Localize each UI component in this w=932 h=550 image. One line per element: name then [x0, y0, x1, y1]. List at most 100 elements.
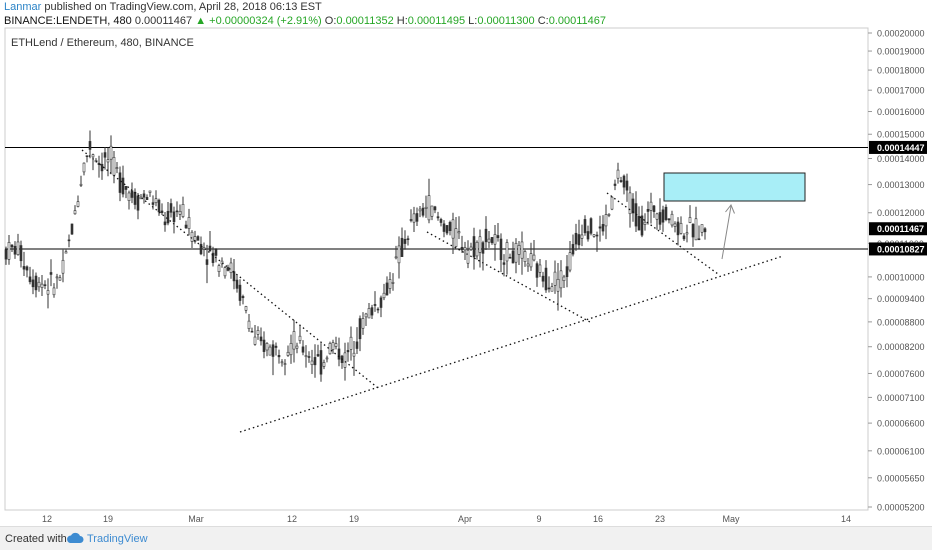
candle-body — [352, 352, 356, 357]
candle-body — [127, 192, 131, 201]
y-tick-label: 0.00010000 — [877, 272, 925, 282]
candle-body — [652, 205, 656, 212]
candle-body — [244, 306, 248, 311]
dotted-trendline[interactable] — [239, 255, 784, 433]
candle-body — [679, 223, 683, 234]
tradingview-brand-link[interactable]: TradingView — [87, 533, 148, 545]
y-tick-label: 0.00015000 — [877, 130, 925, 140]
y-tick-label: 0.00016000 — [877, 107, 925, 117]
candle-body — [655, 213, 659, 220]
candle-body — [316, 354, 320, 357]
candle-body — [187, 217, 191, 229]
x-tick-label: 12 — [42, 514, 52, 524]
candle-body — [91, 154, 95, 158]
candle-body — [616, 169, 620, 179]
candle-body — [598, 226, 602, 229]
x-tick-label: 14 — [841, 514, 851, 524]
candle-body — [661, 209, 665, 223]
candle-body — [166, 210, 170, 224]
candle-body — [349, 336, 353, 350]
candle-body — [154, 198, 158, 203]
candle-body — [307, 356, 311, 358]
candle-body — [292, 331, 296, 350]
candle-body — [499, 238, 503, 261]
y-tick-label: 0.00005650 — [877, 473, 925, 483]
y-tick-label: 0.00018000 — [877, 66, 925, 76]
candle-body — [25, 266, 29, 271]
candle-body — [370, 307, 374, 316]
candle-body — [40, 283, 44, 288]
x-tick-label: 9 — [536, 514, 541, 524]
published-text: published on TradingView.com, April 28, … — [41, 1, 322, 13]
candle-body — [22, 266, 26, 270]
publish-line: Lanmar published on TradingView.com, Apr… — [4, 0, 606, 14]
candle-body — [16, 241, 20, 255]
target-zone-box[interactable] — [663, 172, 806, 202]
candle-body — [223, 267, 227, 277]
candle-body — [214, 249, 218, 256]
candle-body — [511, 250, 515, 264]
dotted-trendline[interactable] — [606, 192, 719, 275]
lower-level-price-tag-bg — [869, 242, 927, 256]
candle-body — [142, 193, 146, 198]
candle-body — [571, 244, 575, 255]
candle-body — [253, 336, 257, 345]
candle-body — [574, 232, 578, 245]
price-chart[interactable]: ETHLend / Ethereum, 480, BINANCE 0.000200… — [0, 0, 932, 526]
candle-body — [286, 351, 290, 356]
dotted-trendline[interactable] — [81, 149, 379, 389]
candle-body — [487, 238, 491, 243]
candle-body — [412, 213, 416, 223]
candle-body — [196, 236, 200, 241]
candle-body — [250, 330, 254, 333]
candle-body — [283, 363, 287, 365]
author-link[interactable]: Lanmar — [4, 1, 42, 13]
candle-body — [106, 159, 110, 163]
candle-body — [691, 223, 695, 238]
candle-body — [667, 218, 671, 221]
arrowhead-icon — [725, 204, 735, 214]
candle-body — [451, 219, 455, 239]
x-tick-label: 12 — [287, 514, 297, 524]
candle-body — [268, 346, 272, 356]
last-price-tag: 0.00011467 — [877, 224, 924, 234]
open-label: O: — [324, 15, 337, 27]
candle-body — [289, 343, 293, 356]
candle-body — [505, 242, 509, 262]
high-label: H: — [396, 15, 408, 27]
projection-arrow[interactable] — [721, 205, 732, 260]
candle-body — [376, 308, 380, 311]
candle-body — [685, 232, 689, 235]
x-tick-label: 19 — [349, 514, 359, 524]
x-tick-label: 16 — [593, 514, 603, 524]
candle-body — [271, 344, 275, 357]
close-label: C: — [537, 15, 549, 27]
candle-body — [184, 224, 188, 229]
candle-body — [4, 249, 8, 260]
y-tick-label: 0.00009400 — [877, 294, 925, 304]
candle-body — [130, 190, 134, 198]
candle-body — [397, 245, 401, 264]
candle-body — [409, 219, 413, 221]
created-with-text: Created with — [5, 533, 67, 545]
candle-body — [436, 216, 440, 219]
candle-body — [241, 296, 245, 299]
candle-body — [280, 361, 284, 364]
x-tick-label: 23 — [655, 514, 665, 524]
y-tick-label: 0.00020000 — [877, 29, 925, 39]
candle-body — [658, 212, 662, 225]
change-value: +0.00000324 (+2.91%) — [209, 15, 322, 27]
plot-frame — [4, 27, 869, 511]
candle-body — [7, 242, 11, 260]
candle-body — [481, 242, 485, 254]
candle-body — [364, 313, 368, 318]
candle-body — [583, 219, 587, 234]
candle-body — [415, 213, 419, 222]
y-tick-label: 0.00005200 — [877, 503, 925, 513]
candle-body — [565, 266, 569, 278]
candle-body — [256, 330, 260, 335]
lower-level-price-tag: 0.00010827 — [877, 244, 925, 254]
candle-body — [703, 228, 707, 233]
candle-body — [238, 284, 242, 301]
candle-body — [580, 234, 584, 239]
